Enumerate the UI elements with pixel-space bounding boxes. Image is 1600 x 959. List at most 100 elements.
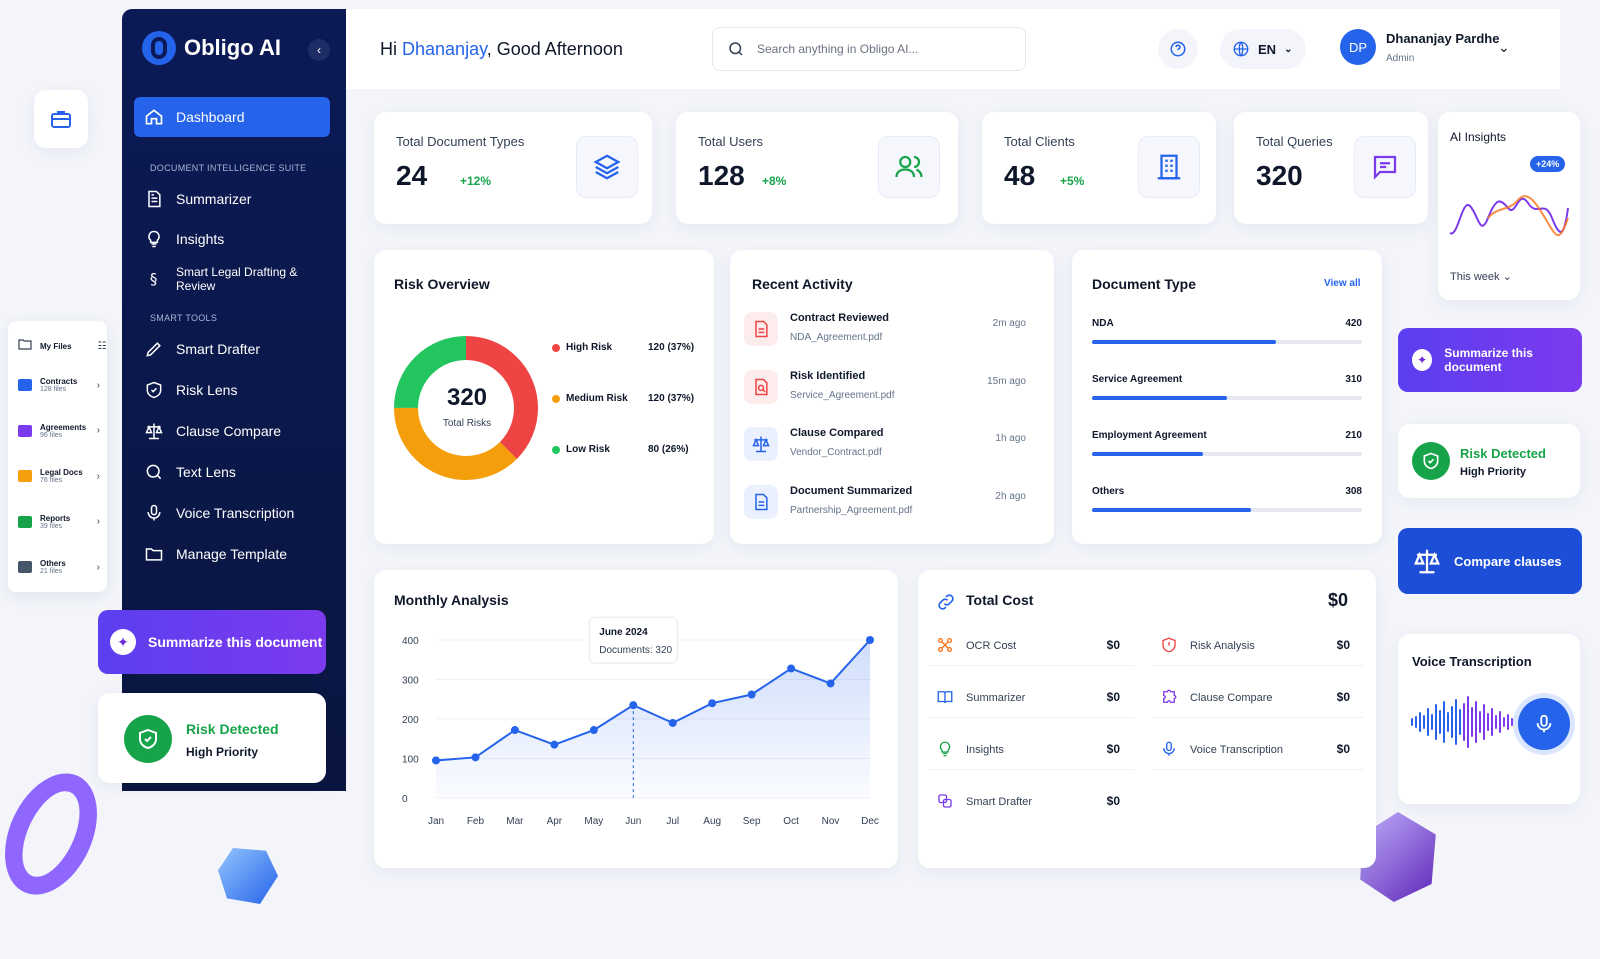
cost-value: $0 xyxy=(1336,742,1350,756)
sidebar-item-risk-lens[interactable]: Risk Lens xyxy=(134,370,330,410)
activity-item[interactable]: Clause Compared Vendor_Contract.pdf 1h ago xyxy=(744,425,1040,469)
sidebar-item-label: Summarizer xyxy=(176,191,252,207)
list-item[interactable]: Reports 39 files › xyxy=(18,508,100,536)
risk-legend-value: 120 (37%) xyxy=(648,393,694,404)
risk-legend-item: Medium Risk xyxy=(552,393,628,404)
sidebar-item-label: Smart Drafter xyxy=(176,341,261,357)
svg-text:§: § xyxy=(150,270,158,288)
user-menu-chevron-icon[interactable]: ⌄ xyxy=(1498,39,1510,55)
risk-detected-sub: High Priority xyxy=(1460,466,1527,478)
cost-value: $0 xyxy=(1336,638,1350,652)
x-tick-label: Oct xyxy=(783,816,799,827)
sidebar-item-template[interactable]: Manage Template xyxy=(134,534,330,574)
ai-insights-badge: +24% xyxy=(1530,156,1566,172)
series-line xyxy=(435,639,871,762)
list-item[interactable]: Others 21 files › xyxy=(18,553,100,581)
activity-item[interactable]: Document Summarized Partnership_Agreement… xyxy=(744,483,1040,527)
sidebar-item-smart-drafter[interactable]: Smart Drafter xyxy=(134,329,330,369)
data-point[interactable] xyxy=(550,740,559,749)
risk-overview-title: Risk Overview xyxy=(394,276,490,292)
briefcase-tile[interactable] xyxy=(34,90,88,148)
data-point[interactable] xyxy=(866,636,874,644)
layers-icon xyxy=(936,792,954,815)
cost-item: Voice Transcription $0 xyxy=(1152,730,1364,770)
sidebar-item-label: Voice Transcription xyxy=(176,505,295,521)
chevron-right-icon: › xyxy=(96,425,100,436)
doctype-count: 420 xyxy=(1324,318,1362,329)
sidebar-item-dashboard[interactable]: Dashboard xyxy=(134,97,330,137)
scan-icon xyxy=(936,636,954,659)
help-button[interactable] xyxy=(1158,29,1198,69)
avatar[interactable]: DP xyxy=(1340,29,1376,65)
ai-insights-card: AI Insights +24% This week ⌄ xyxy=(1438,112,1580,300)
user-name[interactable]: Dhananjay Pardhe xyxy=(1386,31,1500,46)
list-item[interactable]: Agreements 96 files › xyxy=(18,417,100,445)
list-item[interactable]: Legal Docs 76 files › xyxy=(18,462,100,490)
sidebar-item-clause-compare[interactable]: Clause Compare xyxy=(134,411,330,451)
legend-label: High Risk xyxy=(566,342,613,353)
data-point[interactable] xyxy=(589,726,598,735)
data-point[interactable] xyxy=(471,753,480,762)
help-icon xyxy=(1170,41,1186,57)
link-icon xyxy=(936,592,956,617)
activity-file: Service_Agreement.pdf xyxy=(790,389,895,401)
data-point[interactable] xyxy=(668,718,677,727)
legend-value: 120 (37%) xyxy=(648,393,695,404)
summarize-floating-button[interactable]: ✦ Summarize this document xyxy=(98,610,326,674)
shield-check-icon xyxy=(124,715,172,763)
risk-legend-value: 120 (37%) xyxy=(648,342,694,353)
microphone-button[interactable] xyxy=(1518,698,1570,750)
list-item[interactable]: Contracts 128 files › xyxy=(18,371,100,399)
doctype-value: 308 xyxy=(1345,486,1362,497)
risk-overview-card: Risk Overview 320 Total Risks High Risk 1… xyxy=(374,250,714,544)
sidebar-item-summarizer[interactable]: Summarizer xyxy=(134,179,330,219)
kpi-label: Total Queries xyxy=(1256,134,1333,149)
pen-icon xyxy=(146,342,161,357)
recent-activity-card: Recent Activity Contract Reviewed NDA_Agr… xyxy=(730,250,1054,544)
doctype-name: NDA xyxy=(1092,318,1114,329)
activity-item[interactable]: Contract Reviewed NDA_Agreement.pdf 2m ago xyxy=(744,310,1040,354)
view-all-link[interactable]: View all xyxy=(1324,278,1361,289)
data-point[interactable] xyxy=(747,690,756,699)
folder-icon xyxy=(145,548,163,561)
kpi-card-clients: Total Clients 48 +5% xyxy=(982,112,1216,224)
document-icon xyxy=(148,190,161,208)
collapse-sidebar-button[interactable]: ‹ xyxy=(308,39,330,61)
period-select[interactable]: This week ⌄ xyxy=(1450,271,1512,283)
file-name: Agreements xyxy=(40,422,87,432)
search-input[interactable]: Search anything in Obligo AI... xyxy=(712,27,1026,71)
data-point[interactable] xyxy=(708,699,717,708)
y-tick-label: 100 xyxy=(402,755,419,766)
risk-detected-sub: High Priority xyxy=(186,745,259,759)
folder-icon xyxy=(18,424,32,437)
language-select[interactable]: EN ⌄ xyxy=(1220,29,1306,69)
x-tick-label: Jul xyxy=(666,816,679,827)
risk-detected-card-right: Risk Detected High Priority xyxy=(1398,424,1580,498)
sidebar-item-text-lens[interactable]: Text Lens xyxy=(134,452,330,492)
list-view-icon[interactable]: ☷ xyxy=(97,340,107,352)
sidebar-item-voice[interactable]: Voice Transcription xyxy=(134,493,330,533)
waveform xyxy=(1411,696,1513,748)
summarize-document-button[interactable]: ✦ Summarize this document xyxy=(1398,328,1582,392)
my-files-title: My Files xyxy=(40,341,72,351)
cost-label: Summarizer xyxy=(966,692,1026,704)
donut-slice-low-risk[interactable] xyxy=(394,336,538,480)
voice-transcription-card: Voice Transcription xyxy=(1398,634,1580,804)
chart-tooltip xyxy=(588,616,678,664)
risk-detected-card: Risk Detected High Priority xyxy=(98,693,326,783)
data-point[interactable] xyxy=(629,701,638,710)
cost-label: Smart Drafter xyxy=(966,796,1033,808)
cost-item: Insights $0 xyxy=(928,730,1134,770)
file-name: Reports xyxy=(40,513,71,523)
data-point[interactable] xyxy=(510,726,519,735)
data-point[interactable] xyxy=(826,679,835,688)
sidebar-item-drafting[interactable]: § Smart Legal Drafting & Review xyxy=(134,259,330,299)
activity-item[interactable]: Risk Identified Service_Agreement.pdf 15m … xyxy=(744,368,1040,412)
compare-clauses-button[interactable]: Compare clauses xyxy=(1398,528,1582,594)
folder-icon xyxy=(18,515,32,528)
sidebar-item-insights[interactable]: Insights xyxy=(134,219,330,259)
file-count: 39 files xyxy=(40,522,63,530)
donut-slice-medium-risk[interactable] xyxy=(394,336,538,480)
data-point[interactable] xyxy=(432,756,440,765)
data-point[interactable] xyxy=(787,664,796,673)
